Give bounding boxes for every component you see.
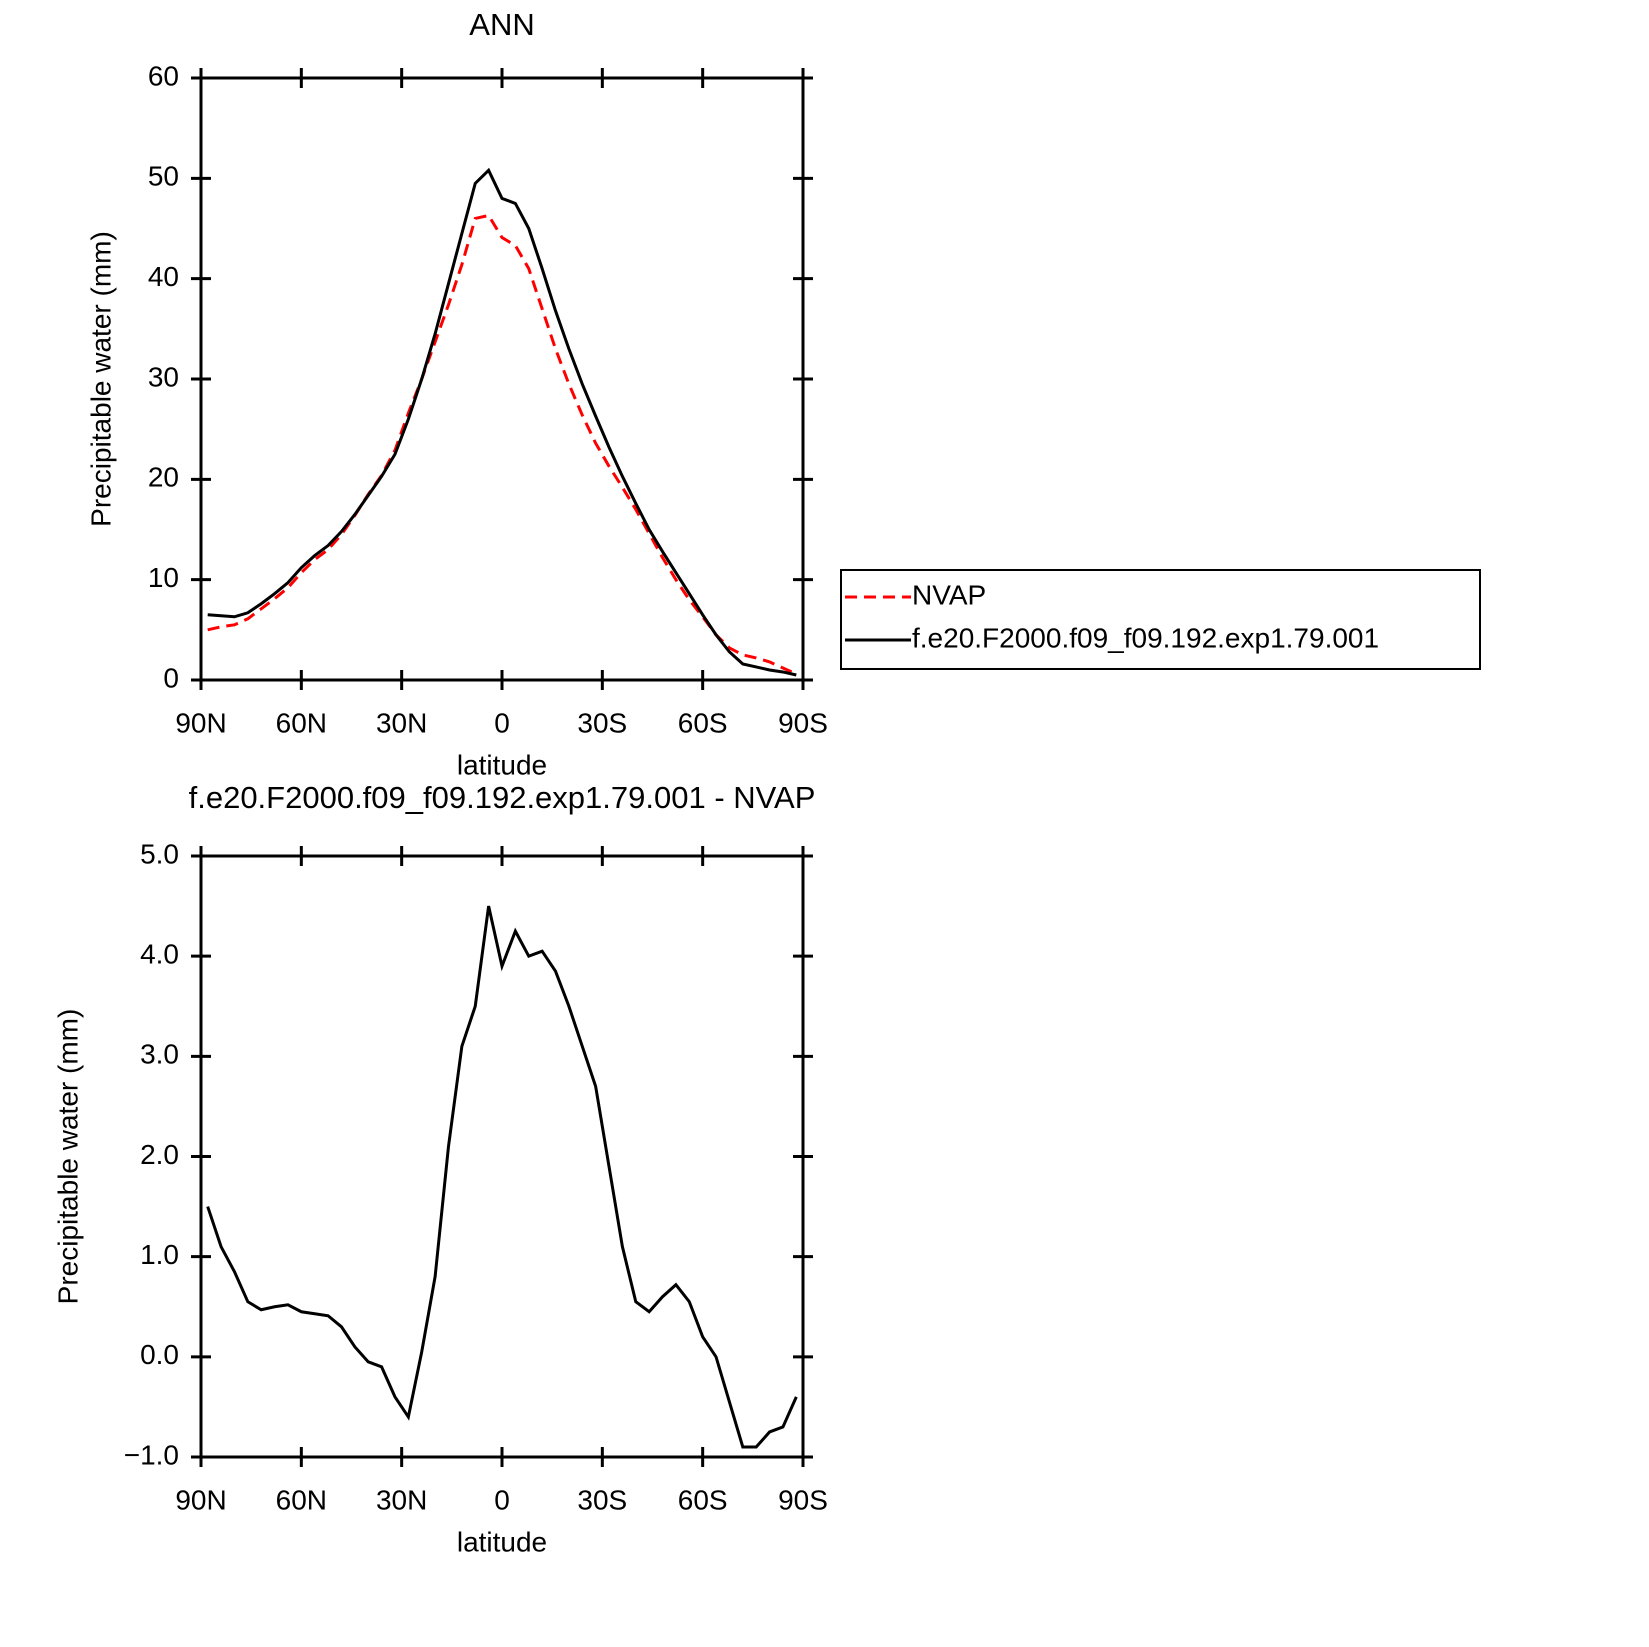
x-tick-label: 0 xyxy=(494,1484,510,1515)
x-tick-label: 30N xyxy=(376,707,427,738)
x-tick-label: 90N xyxy=(175,1484,226,1515)
x-tick-label: 90S xyxy=(778,707,828,738)
y-tick-label: 40 xyxy=(148,261,179,292)
y-tick-label: 50 xyxy=(148,161,179,192)
y-axis-label: Precipitable water (mm) xyxy=(52,1009,83,1305)
x-tick-label: 30S xyxy=(577,707,627,738)
plot-frame xyxy=(199,76,805,682)
chart-title: ANN xyxy=(469,7,534,42)
data-line xyxy=(206,905,798,1449)
y-tick-label: 3.0 xyxy=(140,1039,179,1070)
y-tick-label: 5.0 xyxy=(140,838,179,869)
y-tick-label: 60 xyxy=(148,60,179,91)
y-tick-label: 20 xyxy=(148,462,179,493)
y-tick-label: 4.0 xyxy=(140,939,179,970)
x-tick-label: 90S xyxy=(778,1484,828,1515)
y-tick-label: 10 xyxy=(148,562,179,593)
y-tick-label: 2.0 xyxy=(140,1139,179,1170)
legend-box xyxy=(840,569,1481,670)
data-line xyxy=(207,213,797,676)
x-tick-label: 30N xyxy=(376,1484,427,1515)
x-tick-label: 60N xyxy=(276,707,327,738)
legend-label: f.e20.F2000.f09_f09.192.exp1.79.001 xyxy=(912,622,1379,653)
y-axis-label: Precipitable water (mm) xyxy=(85,231,116,527)
data-line xyxy=(207,167,797,677)
x-tick-label: 30S xyxy=(577,1484,627,1515)
x-axis-label: latitude xyxy=(457,749,547,780)
plot-frame xyxy=(199,854,805,1459)
x-tick-label: 90N xyxy=(175,707,226,738)
x-tick-label: 60S xyxy=(678,707,728,738)
legend-label: NVAP xyxy=(912,579,986,610)
y-tick-label: 0.0 xyxy=(140,1339,179,1370)
y-tick-label: 0 xyxy=(163,662,179,693)
y-tick-label: 1.0 xyxy=(140,1239,179,1270)
x-tick-label: 0 xyxy=(494,707,510,738)
y-tick-label: −1.0 xyxy=(124,1439,179,1470)
chart-title: f.e20.F2000.f09_f09.192.exp1.79.001 - NV… xyxy=(189,780,816,815)
x-tick-label: 60N xyxy=(276,1484,327,1515)
x-axis-label: latitude xyxy=(457,1526,547,1557)
x-tick-label: 60S xyxy=(678,1484,728,1515)
y-tick-label: 30 xyxy=(148,361,179,392)
